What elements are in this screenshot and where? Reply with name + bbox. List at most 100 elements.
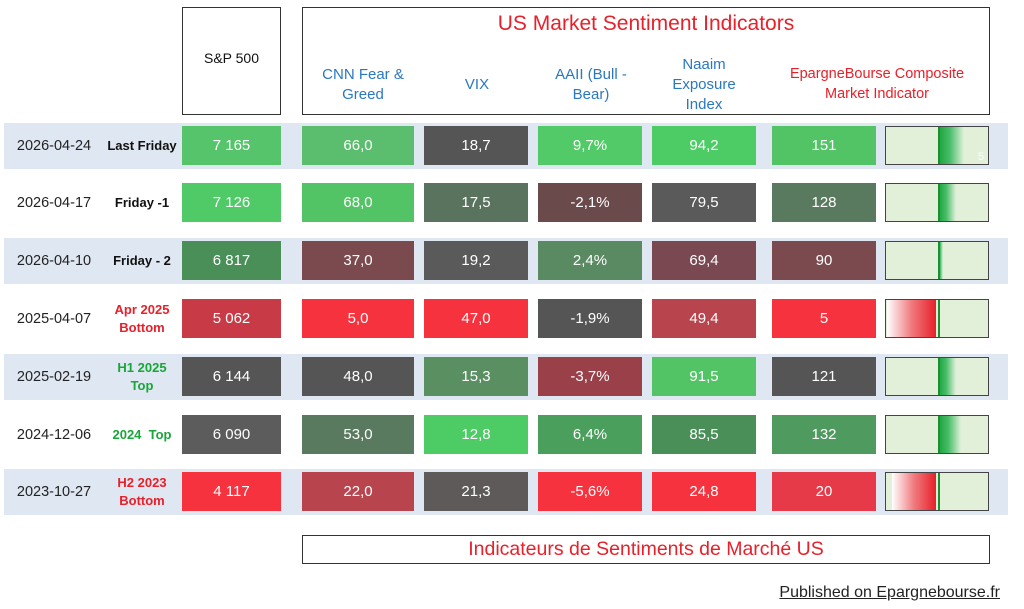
cell-sp: 6 144	[182, 357, 281, 396]
cell-sp: 7 165	[182, 126, 281, 165]
cell-comp: 20	[772, 472, 876, 511]
gauge-midline	[938, 358, 940, 395]
column-header-naaim-line2: Exposure	[672, 76, 736, 93]
gauge-fill	[938, 184, 956, 221]
composite-gauge	[885, 472, 989, 511]
row-date: 2025-04-07	[16, 311, 92, 327]
cell-naaim: 69,4	[652, 241, 756, 280]
composite-gauge	[885, 299, 989, 338]
row-label: Friday -1	[104, 180, 180, 226]
cell-comp: 132	[772, 415, 876, 454]
gauge-fill	[938, 358, 956, 395]
cell-vix: 19,2	[424, 241, 528, 280]
row-label-line: Friday -1	[114, 195, 170, 210]
row-date: 2026-04-10	[16, 253, 92, 269]
cell-naaim: 94,2	[652, 126, 756, 165]
column-header-naaim-line1: Naaim	[682, 56, 726, 73]
column-header-composite-line2: Market Indicator	[825, 86, 929, 102]
composite-gauge: 5	[885, 126, 989, 165]
cell-cnn: 68,0	[302, 183, 414, 222]
cell-cnn: 22,0	[302, 472, 414, 511]
cell-comp: 121	[772, 357, 876, 396]
row-label: H1 2025 Top	[104, 354, 180, 400]
cell-aaii: -5,6%	[538, 472, 642, 511]
cell-comp: 5	[772, 299, 876, 338]
gauge-fill	[938, 127, 964, 164]
gauge-midline	[938, 300, 940, 337]
row-date: 2026-04-17	[16, 195, 92, 211]
cell-vix: 17,5	[424, 183, 528, 222]
cell-sp: 6 090	[182, 415, 281, 454]
column-header-naaim: Naaim Exposure Index	[652, 55, 756, 115]
column-header-cnn: CNN Fear & Greed	[304, 65, 422, 105]
cell-sp: 6 817	[182, 241, 281, 280]
cell-vix: 15,3	[424, 357, 528, 396]
gauge-fill	[938, 242, 943, 279]
row-label-line: 2024 Top	[112, 427, 172, 442]
cell-cnn: 66,0	[302, 126, 414, 165]
cell-vix: 47,0	[424, 299, 528, 338]
gauge-midline	[938, 473, 940, 510]
cell-sp: 4 117	[182, 472, 281, 511]
cell-cnn: 37,0	[302, 241, 414, 280]
sp500-header-box	[182, 7, 281, 115]
column-header-vix-line1: VIX	[464, 76, 490, 93]
row-label-line: Bottom	[119, 493, 165, 508]
cell-naaim: 24,8	[652, 472, 756, 511]
gauge-midline	[938, 184, 940, 221]
cell-comp: 151	[772, 126, 876, 165]
row-label-line: Last Friday	[107, 138, 177, 153]
cell-aaii: -2,1%	[538, 183, 642, 222]
column-header-aaii: AAII (Bull - Bear)	[538, 65, 644, 105]
cell-naaim: 91,5	[652, 357, 756, 396]
column-header-cnn-line2: Greed	[342, 86, 384, 103]
cell-vix: 18,7	[424, 126, 528, 165]
composite-gauge	[885, 415, 989, 454]
published-link[interactable]: Published on Epargnebourse.fr	[779, 584, 1000, 601]
cell-aaii: -3,7%	[538, 357, 642, 396]
column-header-aaii-line1: AAII (Bull -	[555, 66, 627, 83]
cell-comp: 128	[772, 183, 876, 222]
row-label-line: Apr 2025	[114, 302, 170, 317]
gauge-fill	[892, 473, 936, 510]
composite-gauge	[885, 241, 989, 280]
column-header-composite: EpargneBourse Composite Market Indicator	[764, 64, 990, 104]
gauge-midline	[938, 242, 940, 279]
sp500-header-label: S&P 500	[203, 50, 259, 66]
row-date: 2023-10-27	[16, 484, 92, 500]
row-label-line: H2 2023	[117, 475, 167, 490]
cell-aaii: 6,4%	[538, 415, 642, 454]
row-label-line: Top	[130, 378, 154, 393]
row-date: 2026-04-24	[16, 138, 92, 154]
cell-comp: 90	[772, 241, 876, 280]
row-label: H2 2023 Bottom	[104, 469, 180, 515]
column-header-vix: VIX	[424, 75, 530, 95]
column-header-cnn-line1: CNN Fear &	[322, 66, 404, 83]
gauge-value: 5	[977, 151, 984, 163]
column-header-naaim-line3: Index	[685, 96, 723, 113]
cell-vix: 12,8	[424, 415, 528, 454]
gauge-midline	[938, 416, 940, 453]
row-label-line: Friday - 2	[113, 253, 171, 268]
french-title: Indicateurs de Sentiments de Marché US	[468, 538, 824, 560]
composite-gauge	[885, 183, 989, 222]
gauge-midline	[938, 127, 940, 164]
cell-naaim: 79,5	[652, 183, 756, 222]
cell-sp: 7 126	[182, 183, 281, 222]
row-label: Last Friday	[104, 123, 180, 169]
row-label-line: Bottom	[119, 320, 165, 335]
row-label: 2024 Top	[104, 412, 180, 458]
cell-vix: 21,3	[424, 472, 528, 511]
row-label: Friday - 2	[104, 238, 180, 284]
page-title: US Market Sentiment Indicators	[497, 12, 795, 35]
column-header-aaii-line2: Bear)	[572, 86, 610, 103]
us-sentiment-header-box	[302, 7, 990, 115]
cell-aaii: 9,7%	[538, 126, 642, 165]
cell-aaii: 2,4%	[538, 241, 642, 280]
column-header-composite-line1: EpargneBourse Composite	[789, 66, 965, 82]
gauge-fill	[887, 300, 936, 337]
cell-sp: 5 062	[182, 299, 281, 338]
row-label-line: H1 2025	[117, 360, 167, 375]
french-title-box	[302, 535, 990, 564]
composite-gauge	[885, 357, 989, 396]
